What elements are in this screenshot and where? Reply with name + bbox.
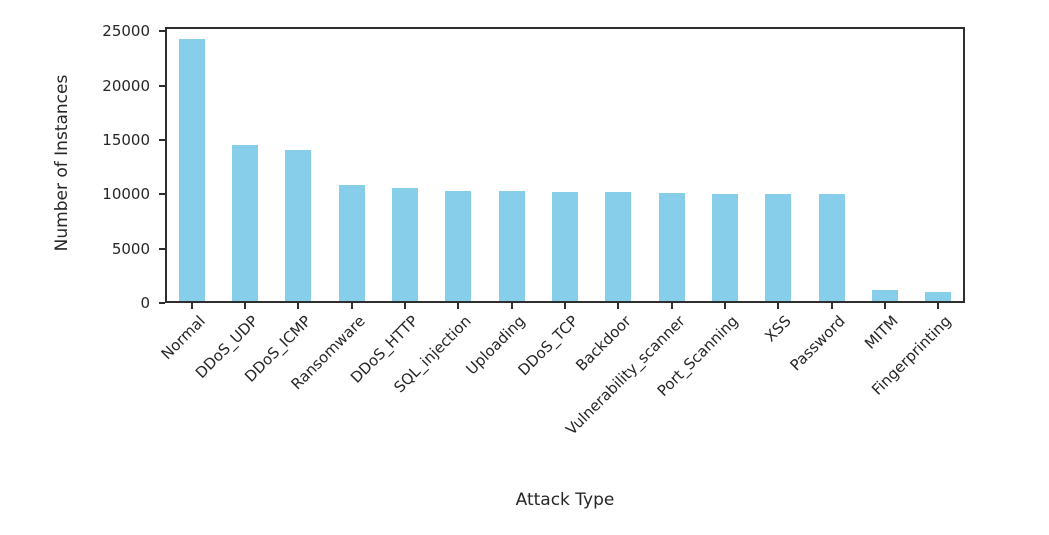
x-tick-mark — [350, 303, 353, 309]
x-tick-mark — [510, 303, 513, 309]
y-tick-label: 0 — [140, 294, 150, 312]
y-tick-label: 15000 — [102, 131, 150, 149]
y-tick-label: 20000 — [102, 76, 150, 95]
x-axis-title: Attack Type — [515, 490, 615, 510]
x-tick-mark — [297, 303, 300, 309]
bar — [765, 193, 792, 303]
x-tick-mark — [617, 303, 620, 309]
bar — [338, 184, 365, 303]
x-tick-mark — [884, 303, 886, 309]
bar — [392, 187, 418, 303]
x-tick-mark — [190, 303, 193, 309]
x-tick-mark — [404, 303, 406, 309]
y-tick-label: 5000 — [111, 239, 150, 258]
bar — [712, 193, 738, 303]
bar — [498, 191, 525, 303]
bar — [232, 145, 258, 303]
x-tick-mark — [670, 303, 673, 309]
y-tick-mark — [159, 84, 165, 87]
y-tick-mark — [159, 30, 165, 33]
x-tick-mark — [724, 303, 726, 309]
y-tick-mark — [159, 193, 165, 196]
bar — [658, 193, 685, 303]
x-tick-mark — [830, 303, 833, 309]
bar — [445, 191, 472, 303]
y-axis-title: Number of Instances — [52, 74, 72, 252]
bar — [178, 38, 205, 303]
bar — [605, 192, 632, 303]
x-tick-mark — [777, 303, 780, 309]
bar — [552, 191, 578, 303]
bar — [872, 289, 898, 303]
bar — [285, 149, 312, 303]
x-tick-mark — [244, 303, 246, 309]
bar — [925, 292, 952, 303]
x-tick-mark — [457, 303, 460, 309]
bar — [818, 194, 845, 303]
x-tick-mark — [937, 303, 940, 309]
y-tick-mark — [159, 302, 165, 304]
y-tick-label: 10000 — [102, 185, 150, 204]
y-tick-label: 25000 — [102, 22, 150, 41]
y-tick-mark — [159, 139, 165, 141]
x-tick-mark — [564, 303, 566, 309]
y-tick-mark — [159, 247, 165, 250]
